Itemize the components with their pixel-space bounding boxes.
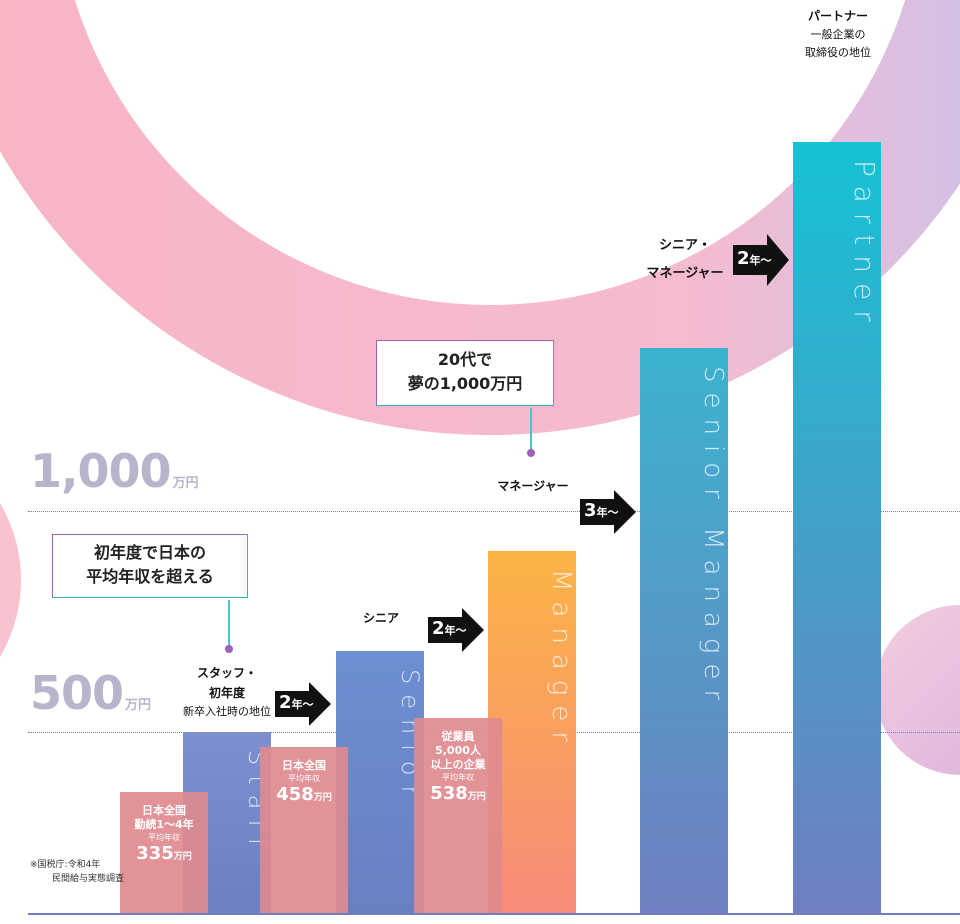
bar-label-senior-manager: Senior Manager — [698, 366, 728, 711]
rank-title-senior: シニア — [362, 611, 399, 625]
callout-pin — [530, 408, 532, 450]
comparison-label: 日本全国 — [282, 759, 326, 773]
rank-title-staff: スタッフ・ 初年度 新卒入社時の地位 — [183, 666, 271, 718]
y-label-1000: 1,000 万円 — [30, 444, 199, 498]
comparison-value: 458 — [276, 784, 314, 806]
comparison-sub: 平均年収 — [442, 773, 474, 783]
bar-senior-manager: Senior Manager — [640, 348, 728, 913]
left-ring-decoration — [0, 503, 21, 657]
reference-line-1000 — [28, 511, 960, 512]
rank-title-senior-manager: シニア・ マネージャー — [646, 238, 724, 281]
step-arrow: 2年～ — [733, 234, 793, 286]
bar-label-partner: Partner — [848, 159, 881, 332]
comparison-bar-458: 日本全国 平均年収 458万円 — [260, 747, 348, 913]
callout-1000: 20代で 夢の1,000万円 — [376, 340, 554, 406]
comparison-label: 以上の企業 — [430, 758, 486, 772]
y-label-500: 500 万円 — [30, 666, 152, 720]
comparison-label: 5,000人 — [435, 744, 481, 758]
comparison-bar-335: 日本全国 勤続1～4年 平均年収 335万円 — [120, 791, 208, 913]
bar-label-senior: Senior — [396, 668, 424, 805]
rank-title-manager: マネージャー — [497, 479, 569, 493]
callout-pin-dot — [527, 449, 535, 457]
bar-label-manager: Manager — [546, 569, 576, 753]
callout-first-year: 初年度で日本の 平均年収を超える — [52, 534, 248, 598]
step-arrow: 3年～ — [580, 490, 640, 534]
comparison-sub: 平均年収 — [148, 832, 180, 842]
bar-manager: Manager — [488, 551, 576, 913]
ball-decoration — [875, 605, 960, 775]
callout-pin — [228, 600, 230, 646]
comparison-label: 日本全国 — [142, 803, 186, 817]
step-arrow: 2年～ — [275, 682, 335, 726]
comparison-value: 538 — [430, 783, 468, 805]
comparison-value: 335 — [136, 842, 174, 864]
source-note: ※国税庁:令和4年 民間給与実態調査 — [30, 860, 125, 884]
bar-partner: Partner — [793, 141, 881, 913]
step-arrow: 2年～ — [428, 608, 488, 652]
x-axis-baseline — [28, 913, 960, 915]
comparison-label: 従業員 — [441, 730, 475, 744]
rank-title-partner: パートナー 一般企業の 取締役の地位 — [805, 9, 871, 59]
callout-pin-dot — [225, 645, 233, 653]
comparison-sub: 平均年収 — [288, 774, 320, 784]
comparison-label: 勤続1～4年 — [134, 817, 194, 831]
bar-senior: Senior — [336, 650, 424, 913]
comparison-bar-538: 従業員 5,000人 以上の企業 平均年収 538万円 — [414, 718, 502, 913]
